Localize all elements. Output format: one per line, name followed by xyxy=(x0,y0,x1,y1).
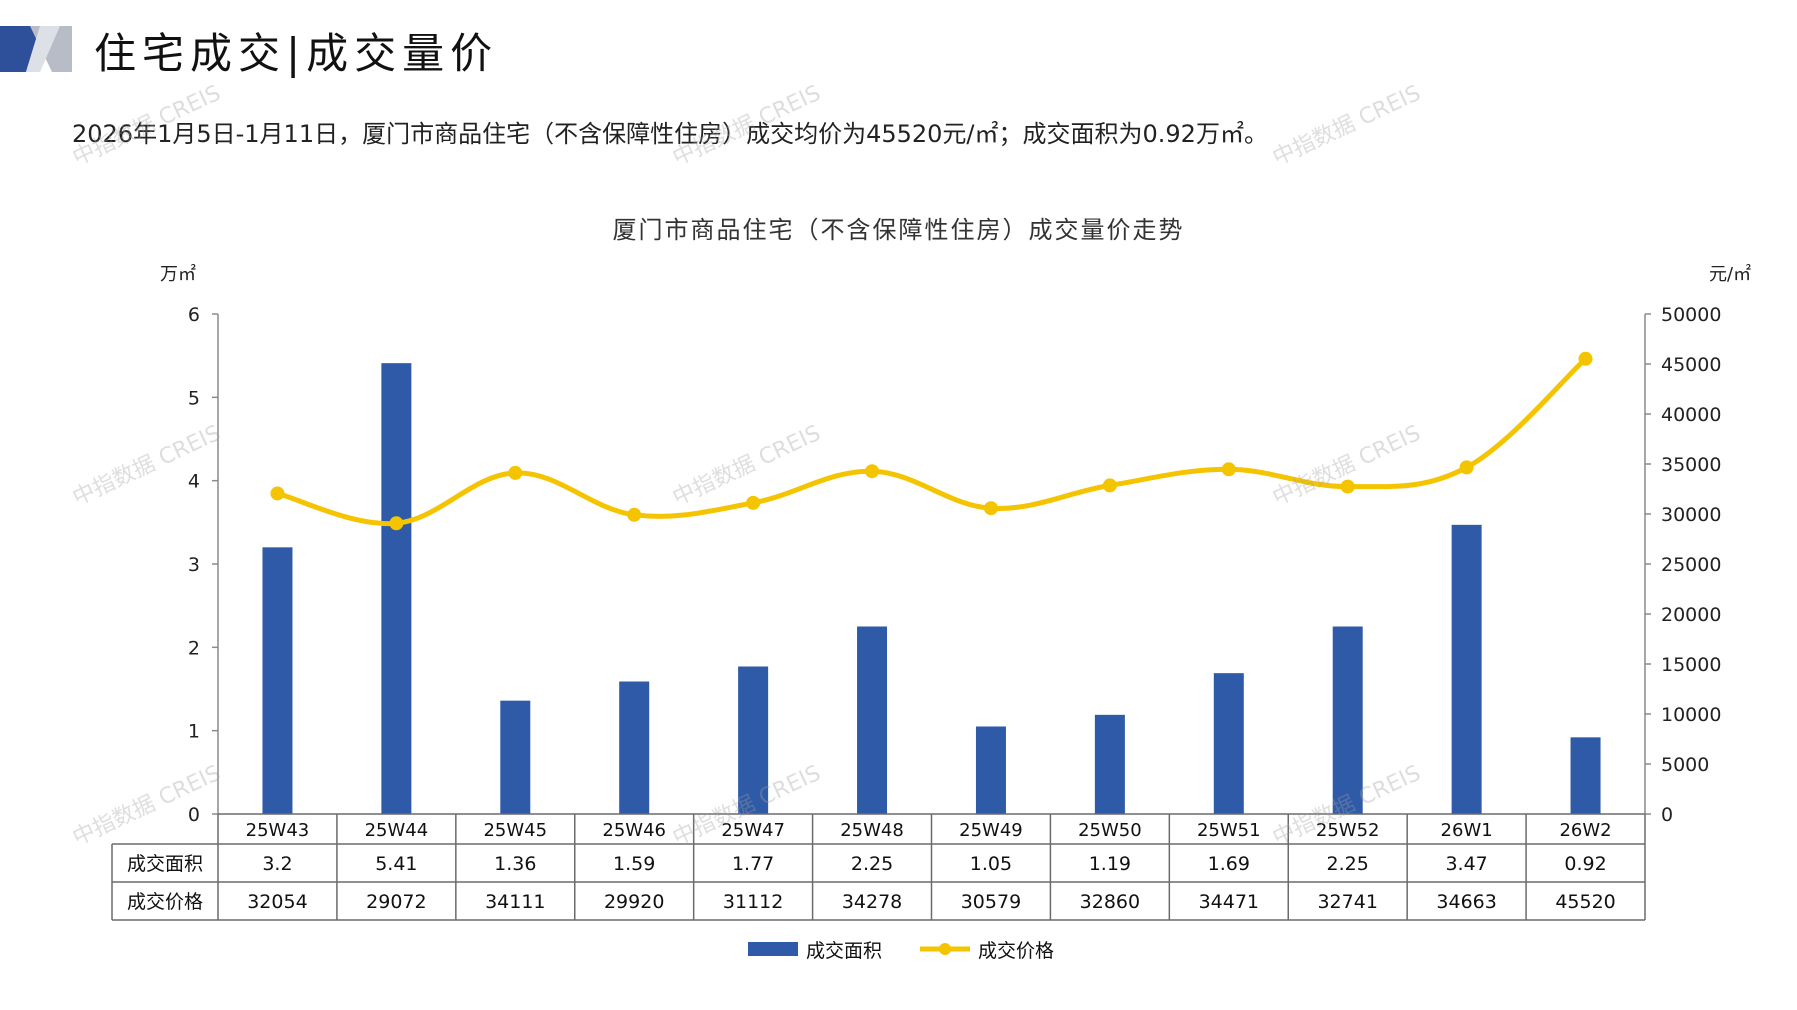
bar-25W49 xyxy=(975,726,1006,814)
bar-25W46 xyxy=(619,681,650,814)
price-point-25W44 xyxy=(389,516,404,531)
right-axis-tick-label: 15000 xyxy=(1661,654,1721,676)
price-point-25W49 xyxy=(983,501,998,516)
data-label: 45520 xyxy=(1555,891,1615,913)
right-axis-tick-label: 30000 xyxy=(1661,504,1721,526)
data-label: 5.41 xyxy=(375,853,417,875)
bar-25W50 xyxy=(1094,714,1125,814)
bar-26W2 xyxy=(1570,737,1601,814)
summary-text: 2026年1月5日-1月11日，厦门市商品住宅（不含保障性住房）成交均价为455… xyxy=(72,120,1268,148)
right-axis-tick-label: 5000 xyxy=(1661,754,1709,776)
data-label: 1.36 xyxy=(494,853,536,875)
right-axis-tick-label: 50000 xyxy=(1661,304,1721,326)
data-label: 32860 xyxy=(1080,891,1140,913)
left-axis-tick-label: 0 xyxy=(188,804,200,826)
data-label: 29920 xyxy=(604,891,664,913)
right-axis-tick-label: 45000 xyxy=(1661,354,1721,376)
data-label: 31112 xyxy=(723,891,783,913)
right-axis-tick-label: 25000 xyxy=(1661,554,1721,576)
price-point-25W46 xyxy=(627,507,642,522)
page-title: 住宅成交|成交量价 xyxy=(94,29,499,78)
right-axis-tick-label: 10000 xyxy=(1661,704,1721,726)
brand-logo-mark xyxy=(0,26,72,72)
bar-25W52 xyxy=(1332,626,1363,814)
data-label: 1.19 xyxy=(1089,853,1131,875)
bar-25W45 xyxy=(500,700,531,814)
price-point-25W48 xyxy=(865,464,880,479)
data-label: 3.2 xyxy=(262,853,292,875)
data-label: 29072 xyxy=(366,891,426,913)
data-label: 34471 xyxy=(1199,891,1259,913)
right-axis-tick-label: 0 xyxy=(1661,804,1673,826)
right-axis-tick-label: 35000 xyxy=(1661,454,1721,476)
left-axis-tick-label: 2 xyxy=(188,637,200,659)
x-axis-tick-label: 25W46 xyxy=(602,820,666,841)
data-label: 34663 xyxy=(1436,891,1496,913)
left-axis-tick-label: 3 xyxy=(188,554,200,576)
left-axis-tick-label: 6 xyxy=(188,304,200,326)
legend-label-area: 成交面积 xyxy=(806,940,882,962)
price-point-26W2 xyxy=(1578,351,1593,366)
data-label: 1.05 xyxy=(970,853,1012,875)
data-label: 32741 xyxy=(1317,891,1377,913)
left-axis-tick-label: 1 xyxy=(188,721,200,743)
data-label: 3.47 xyxy=(1445,853,1487,875)
left-axis-tick-label: 5 xyxy=(188,387,200,409)
data-label: 1.77 xyxy=(732,853,774,875)
left-axis-unit: 万㎡ xyxy=(160,263,196,285)
right-axis-tick-label: 20000 xyxy=(1661,604,1721,626)
data-label: 1.69 xyxy=(1208,853,1250,875)
legend-marker-price xyxy=(939,943,951,955)
x-axis-tick-label: 26W1 xyxy=(1441,820,1493,841)
x-axis-tick-label: 25W52 xyxy=(1316,820,1380,841)
data-label: 2.25 xyxy=(1327,853,1369,875)
legend-label-price: 成交价格 xyxy=(978,940,1054,962)
bar-25W48 xyxy=(857,626,888,814)
bar-25W43 xyxy=(262,547,293,814)
price-point-25W50 xyxy=(1102,478,1117,493)
price-line xyxy=(274,356,1589,527)
chart-title: 厦门市商品住宅（不含保障性住房）成交量价走势 xyxy=(612,216,1185,244)
price-point-25W51 xyxy=(1221,462,1236,477)
bar-25W44 xyxy=(381,363,412,814)
table-row-header: 成交面积 xyxy=(127,853,203,875)
right-axis-unit: 元/㎡ xyxy=(1709,263,1751,285)
x-axis-tick-label: 25W51 xyxy=(1197,820,1261,841)
data-label: 32054 xyxy=(247,891,307,913)
price-point-25W43 xyxy=(270,486,285,501)
x-axis-tick-label: 25W47 xyxy=(721,820,785,841)
right-axis-tick-label: 40000 xyxy=(1661,404,1721,426)
x-axis-tick-label: 26W2 xyxy=(1559,820,1611,841)
data-label: 34111 xyxy=(485,891,545,913)
data-label: 30579 xyxy=(961,891,1021,913)
price-point-26W1 xyxy=(1459,460,1474,475)
table-row-header: 成交价格 xyxy=(127,891,203,913)
x-axis-tick-label: 25W44 xyxy=(365,820,429,841)
x-axis-tick-label: 25W45 xyxy=(483,820,547,841)
bar-25W51 xyxy=(1213,673,1244,814)
x-axis-tick-label: 25W43 xyxy=(246,820,310,841)
x-axis-tick-label: 25W50 xyxy=(1078,820,1142,841)
left-axis-tick-label: 4 xyxy=(188,471,200,493)
x-axis-tick-label: 25W48 xyxy=(840,820,904,841)
price-point-25W45 xyxy=(508,465,523,480)
data-label: 1.59 xyxy=(613,853,655,875)
bar-26W1 xyxy=(1451,524,1482,814)
legend-swatch-area xyxy=(748,942,798,956)
bar-25W47 xyxy=(738,666,769,814)
data-label: 2.25 xyxy=(851,853,893,875)
price-point-25W52 xyxy=(1340,479,1355,494)
data-label: 0.92 xyxy=(1564,853,1606,875)
price-point-25W47 xyxy=(746,495,761,510)
x-axis-tick-label: 25W49 xyxy=(959,820,1023,841)
data-label: 34278 xyxy=(842,891,902,913)
